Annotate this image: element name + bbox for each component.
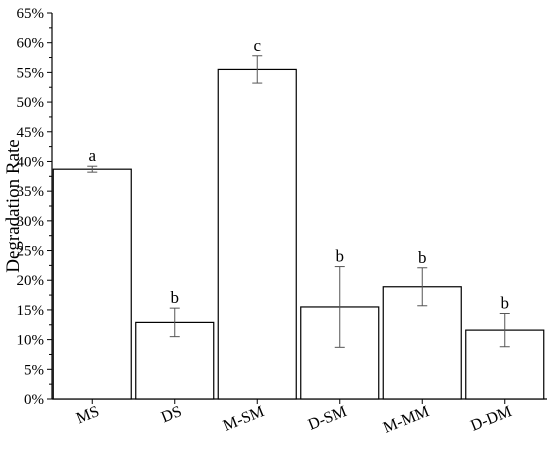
y-tick-label: 45% bbox=[17, 125, 45, 141]
y-tick-label: 35% bbox=[17, 184, 45, 200]
x-tick-label: M-SM bbox=[221, 403, 267, 435]
significance-label: b bbox=[336, 247, 345, 266]
x-tick-label: D-SM bbox=[306, 403, 349, 434]
significance-label: a bbox=[88, 146, 96, 165]
y-tick-label: 60% bbox=[17, 36, 45, 52]
x-tick-label: DS bbox=[159, 403, 184, 426]
significance-label: b bbox=[171, 288, 180, 307]
y-tick-label: 40% bbox=[17, 154, 45, 170]
y-tick-label: 0% bbox=[24, 392, 44, 408]
y-tick-label: 20% bbox=[17, 273, 45, 289]
y-axis-title: Degradation Rate bbox=[3, 139, 24, 272]
y-tick-label: 65% bbox=[17, 6, 45, 22]
y-tick-label: 55% bbox=[17, 65, 45, 81]
significance-label: c bbox=[253, 36, 261, 55]
y-tick-label: 50% bbox=[17, 95, 45, 111]
y-tick-label: 30% bbox=[17, 214, 45, 230]
x-tick-label: D-DM bbox=[468, 403, 514, 435]
bar-m-sm bbox=[217, 68, 297, 400]
y-tick-label: 15% bbox=[17, 303, 45, 319]
plot-area: 0% 5% 10% 15% 20% 25% 30% 35% 40% 45% 50% 55% 60% 65%… bbox=[17, 6, 547, 437]
x-tick-label: MS bbox=[74, 403, 102, 427]
significance-label: b bbox=[418, 248, 427, 267]
significance-label: b bbox=[501, 293, 510, 312]
bar-ms bbox=[52, 168, 132, 400]
x-tick-label: M-MM bbox=[381, 403, 432, 437]
y-tick-label: 25% bbox=[17, 244, 45, 260]
y-tick-label: 5% bbox=[24, 362, 44, 378]
y-tick-label: 10% bbox=[17, 333, 45, 349]
